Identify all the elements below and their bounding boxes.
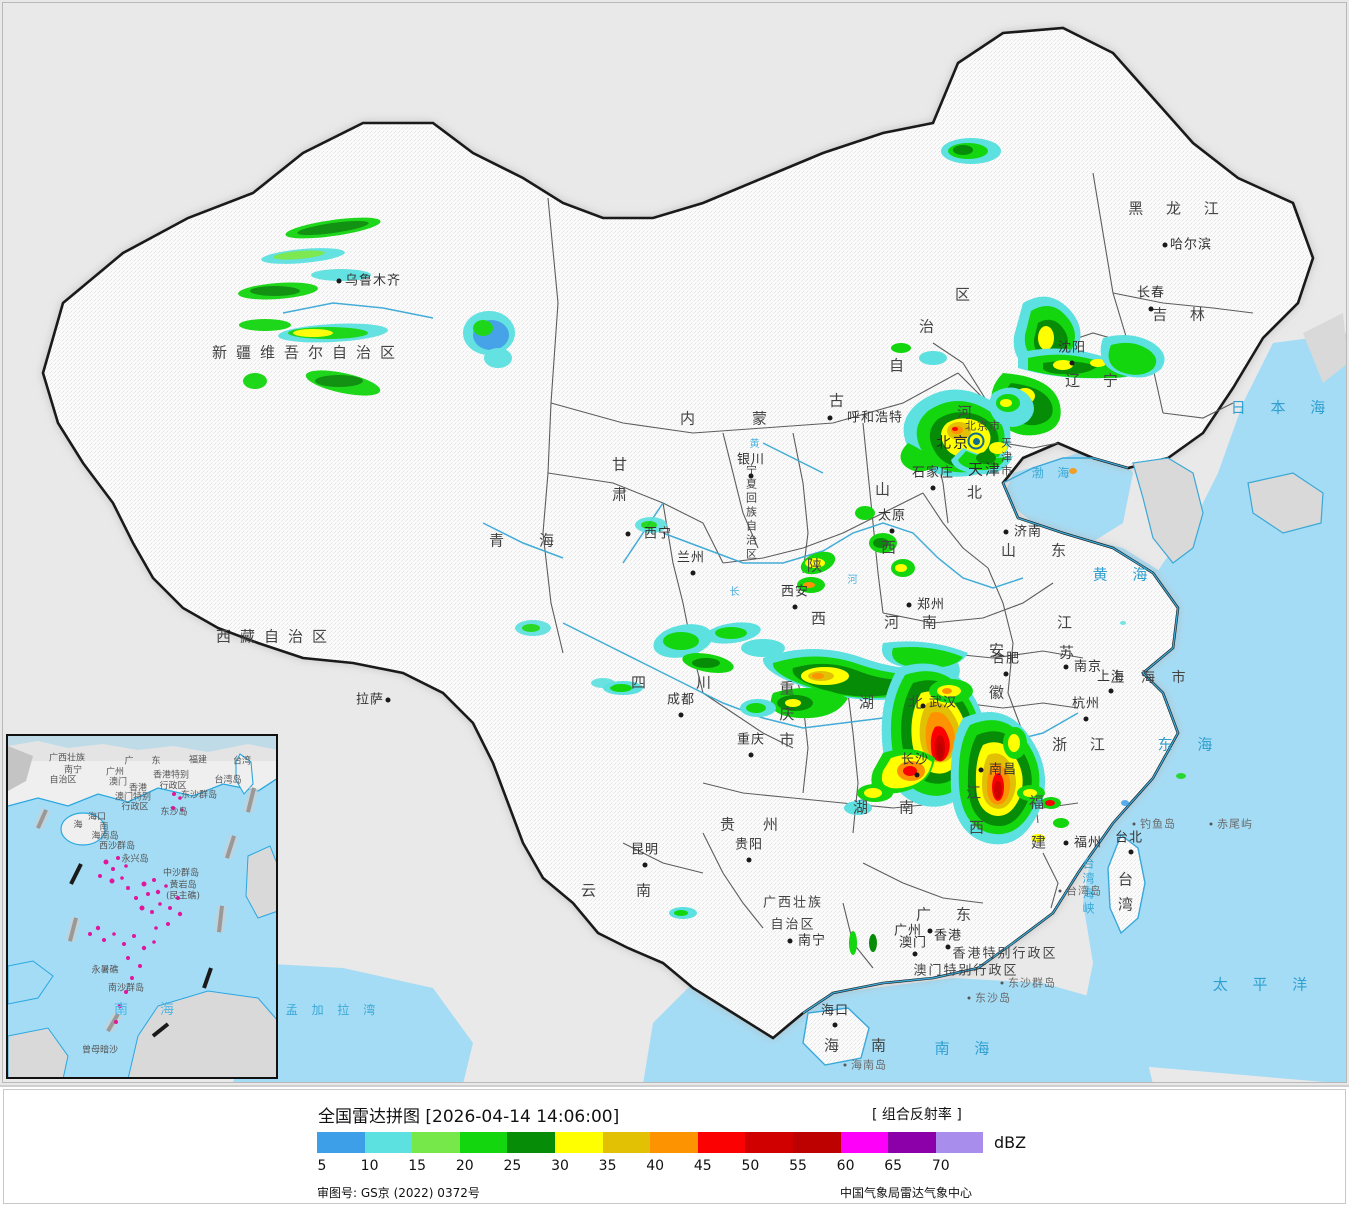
island-dot-5 [967, 996, 971, 1000]
city-dot-29 [912, 951, 918, 957]
city-dot-6 [1162, 242, 1168, 248]
city-dot-13 [792, 604, 798, 610]
map-approval-number: 审图号: GS京 (2022) 0372号 [317, 1186, 480, 1200]
city-dot-9 [930, 485, 936, 491]
colorbar-band-40[interactable] [650, 1132, 698, 1153]
city-dot-22 [978, 767, 984, 773]
colorbar-band-50[interactable] [745, 1132, 793, 1153]
map-area[interactable]: 新疆维吾尔自治区 西藏自治区青海甘肃内蒙古自治区宁夏回族自治区黑 龙 江吉 林辽 … [0, 0, 1349, 1085]
city-dot-20 [920, 703, 926, 709]
city-dot-10 [889, 528, 895, 534]
city-dot-19 [748, 752, 754, 758]
inset-basemap [8, 736, 276, 1077]
city-dot-11 [1003, 529, 1009, 535]
city-dot-8 [1069, 360, 1075, 366]
city-dot-7 [1148, 306, 1154, 312]
dbz-tick-60: 60 [836, 1158, 855, 1174]
dbz-tick-20: 20 [455, 1158, 474, 1174]
island-dot-4 [1000, 981, 1004, 985]
dbz-unit-label: dBZ [994, 1133, 1027, 1152]
dbz-tick-25: 25 [503, 1158, 522, 1174]
city-dot-12 [906, 602, 912, 608]
colorbar-band-5[interactable] [317, 1132, 365, 1153]
dbz-colorbar[interactable] [317, 1132, 984, 1153]
colorbar-band-10[interactable] [364, 1132, 413, 1153]
colorbar-band-25[interactable] [507, 1132, 555, 1153]
dbz-tick-65: 65 [884, 1158, 903, 1174]
island-dot-1 [843, 1063, 847, 1067]
city-dot-15 [1063, 664, 1069, 670]
city-dot-27 [927, 928, 933, 934]
city-dot-5 [827, 415, 833, 421]
city-dot-3 [690, 570, 696, 576]
capital-marker-beijing [967, 432, 985, 450]
city-dot-16 [1108, 688, 1114, 694]
city-dot-28 [945, 944, 951, 950]
dbz-tick-10: 10 [360, 1158, 379, 1174]
radar-title: 全国雷达拼图 [2026-04-14 14:06:00] [318, 1107, 620, 1127]
radar-echo-layer [238, 138, 1186, 955]
dbz-tick-labels: 5 10 15 20 25 30 35 40 45 50 55 60 65 70 [317, 1158, 1017, 1176]
dbz-tick-5: 5 [317, 1158, 327, 1174]
city-dot-30 [832, 1022, 838, 1028]
south-china-sea-inset: 广西壮族 自治区 南宁广东广州 福建 台湾 香港特别 行政区 台湾岛 澳门特别 行政区 澳门 香港 东沙… [6, 734, 278, 1079]
dbz-tick-40: 40 [646, 1158, 665, 1174]
product-type-label: [ 组合反射率 ] [872, 1107, 962, 1123]
island-dot-3 [1209, 822, 1213, 826]
city-dot-24 [746, 857, 752, 863]
map-frame: 新疆维吾尔自治区 西藏自治区青海甘肃内蒙古自治区宁夏回族自治区黑 龙 江吉 林辽 … [2, 2, 1347, 1083]
colorbar-band-70[interactable] [935, 1132, 984, 1153]
city-dot-17 [1083, 716, 1089, 722]
colorbar-band-15[interactable] [412, 1132, 460, 1153]
legend-panel: 全国雷达拼图 [2026-04-14 14:06:00] [ 组合反射率 ] d… [0, 1085, 1349, 1208]
city-dot-1 [385, 697, 391, 703]
colorbar-band-55[interactable] [792, 1132, 841, 1153]
island-dot-0 [1058, 889, 1062, 893]
city-dot-18 [678, 712, 684, 718]
island-dot-2 [1132, 822, 1136, 826]
dbz-tick-30: 30 [551, 1158, 569, 1174]
city-dot-14 [1003, 671, 1009, 677]
dbz-tick-50: 50 [741, 1158, 760, 1174]
colorbar-band-30[interactable] [554, 1132, 603, 1153]
colorbar-band-65[interactable] [888, 1132, 936, 1153]
city-dot-21 [914, 772, 920, 778]
city-dot-23 [1063, 840, 1069, 846]
city-dot-25 [642, 862, 648, 868]
colorbar-band-20[interactable] [459, 1132, 508, 1153]
china-basemap [3, 3, 1346, 1082]
city-dot-0 [336, 278, 342, 284]
colorbar-band-60[interactable] [840, 1132, 889, 1153]
dbz-tick-55: 55 [789, 1158, 807, 1174]
dbz-tick-70: 70 [931, 1158, 950, 1174]
city-dot-26 [787, 938, 793, 944]
dbz-tick-35: 35 [598, 1158, 617, 1174]
city-dot-4 [748, 473, 754, 479]
city-dot-2 [625, 531, 631, 537]
dbz-tick-45: 45 [693, 1158, 712, 1174]
agency-credit: 中国气象局雷达气象中心 [840, 1186, 973, 1200]
colorbar-band-45[interactable] [697, 1132, 746, 1153]
city-dot-31 [1128, 849, 1134, 855]
colorbar-band-35[interactable] [602, 1132, 651, 1153]
dbz-tick-15: 15 [408, 1158, 427, 1174]
